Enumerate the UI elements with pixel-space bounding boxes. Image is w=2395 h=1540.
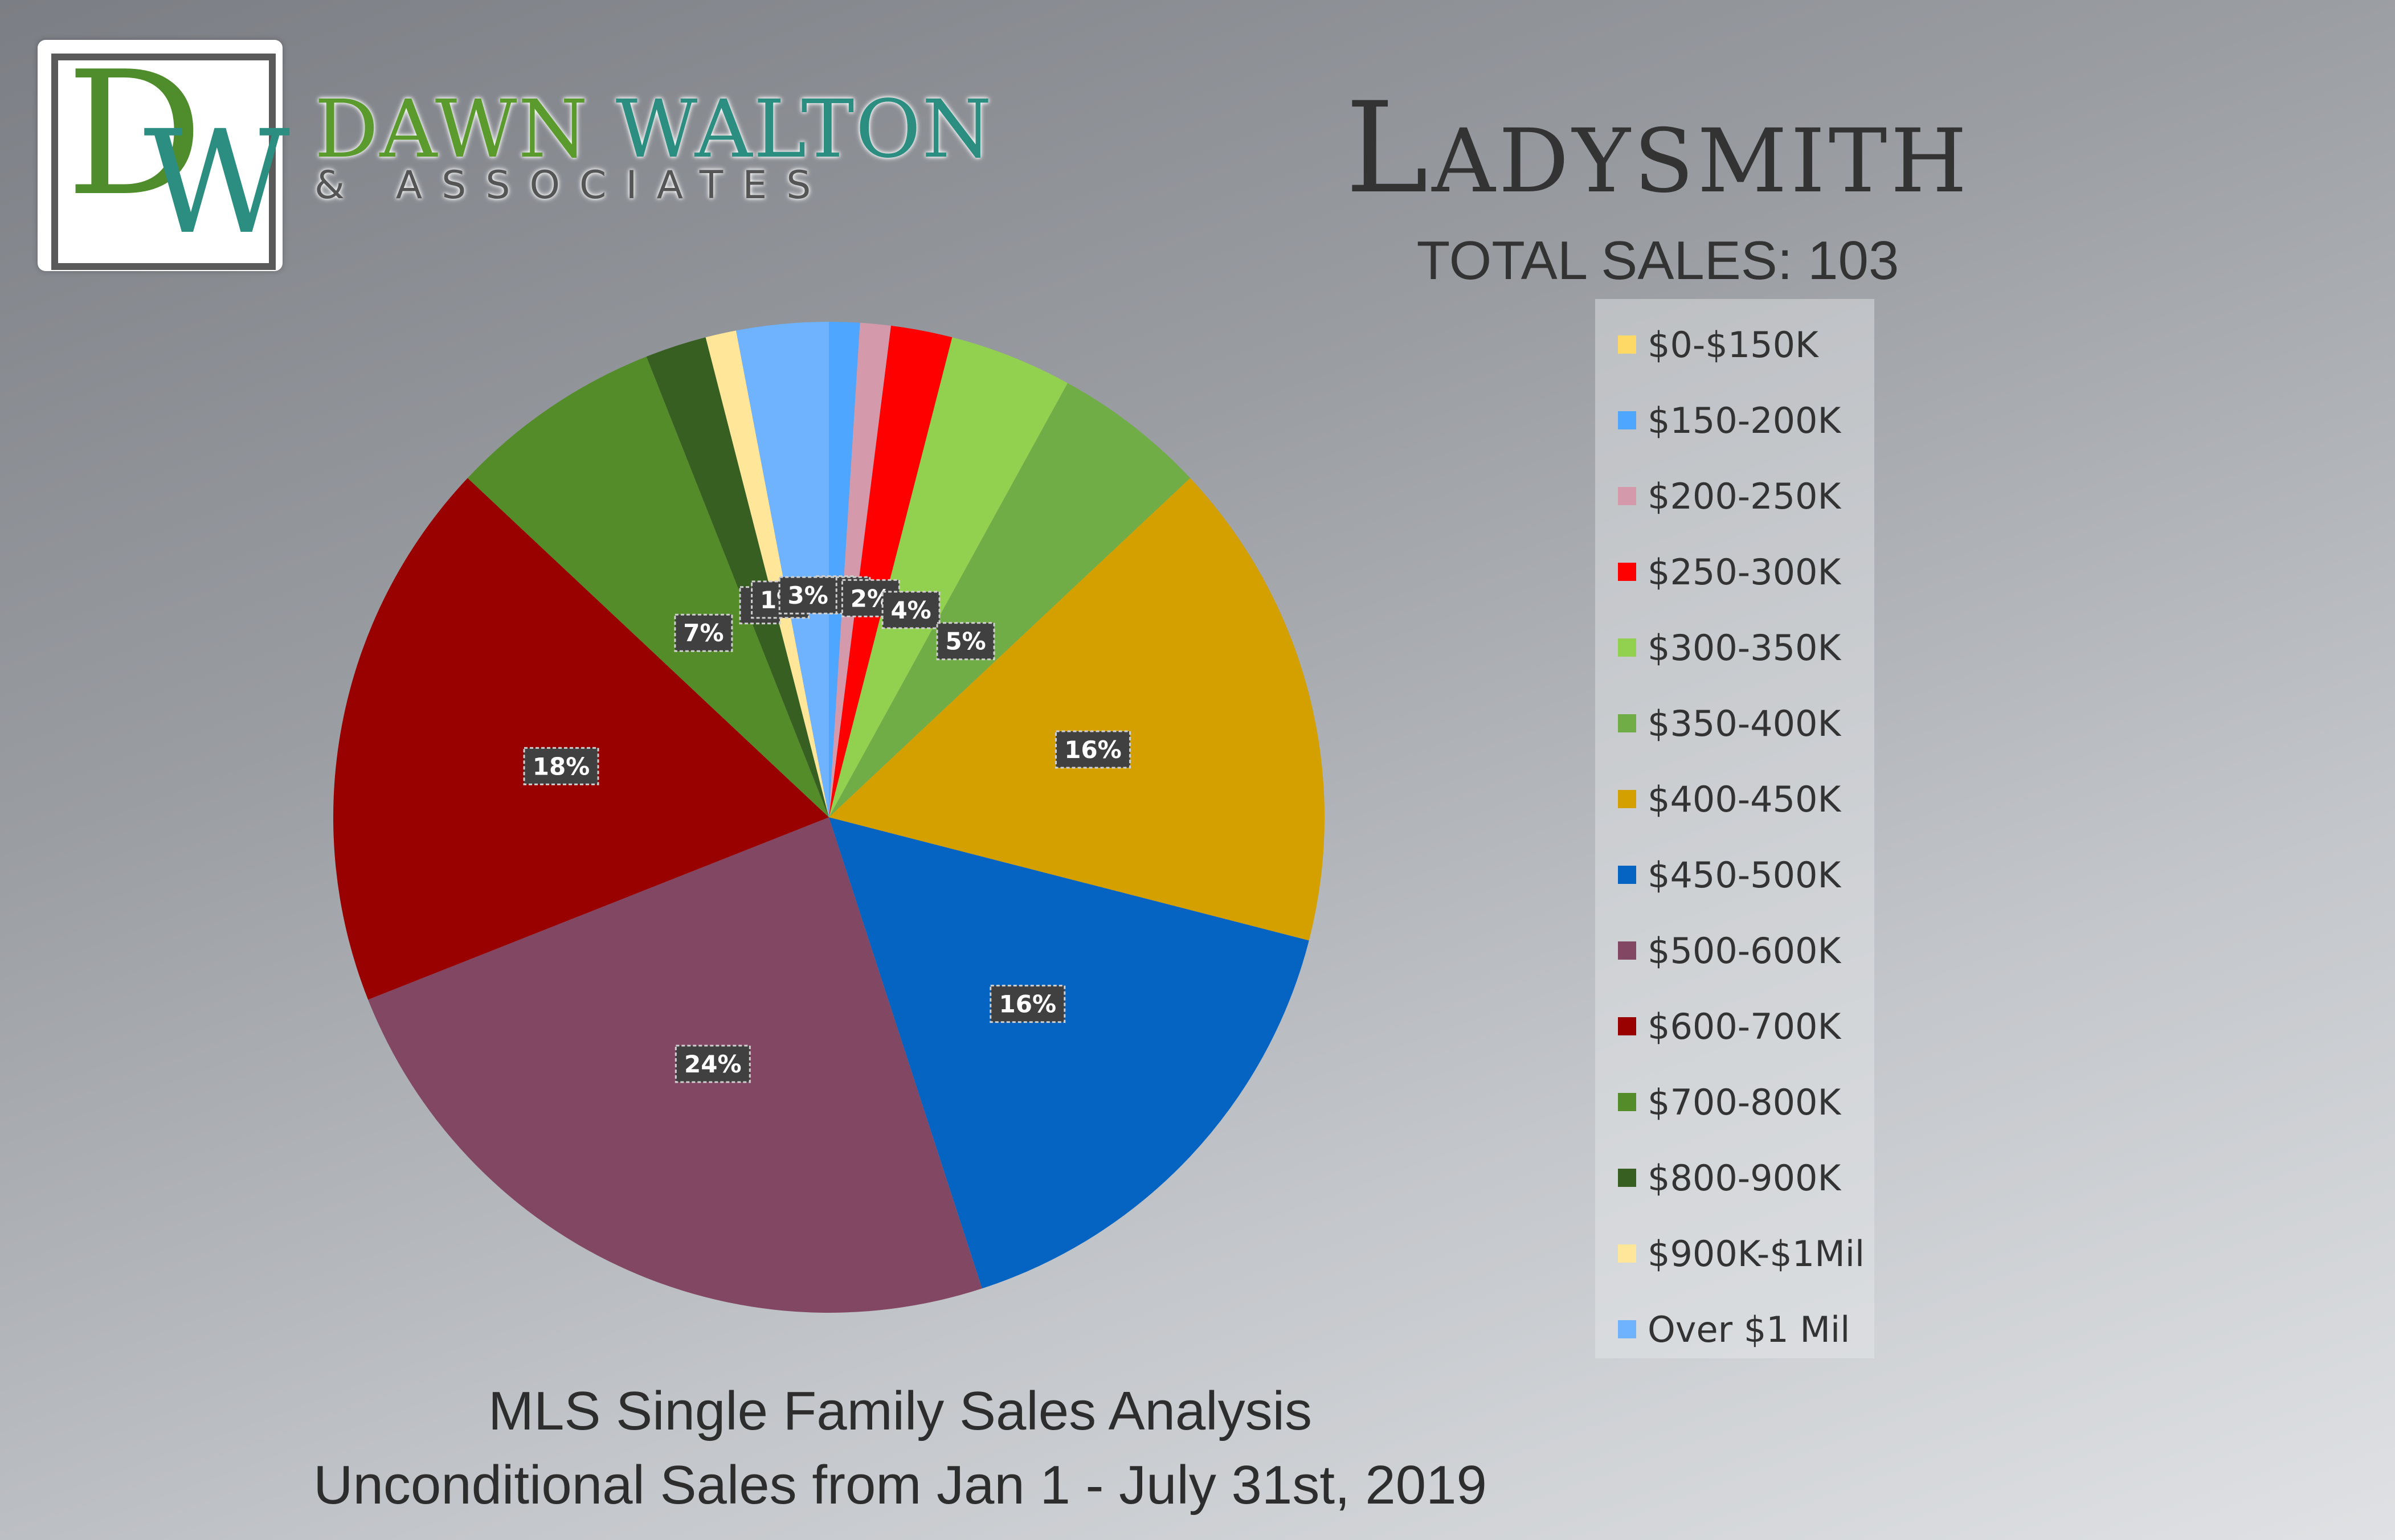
legend: $0-$150K $150-200K $200-250K $250-300K $300-… (1595, 299, 1874, 1358)
legend-swatch (1618, 866, 1636, 884)
label-box (1055, 730, 1131, 769)
legend-swatch (1618, 1320, 1636, 1338)
legend-label: $150-200K (1648, 399, 1841, 441)
legend-item: $600-700K (1618, 1004, 1841, 1049)
legend-item: $700-800K (1618, 1079, 1841, 1125)
legend-item: $900K-$1Mil (1618, 1231, 1865, 1276)
pie-slice (333, 478, 829, 1000)
legend-item: $800-900K (1618, 1155, 1841, 1201)
legend-label: $450-500K (1648, 854, 1841, 896)
legend-item: $150-200K (1618, 398, 1841, 443)
logo-letter-d: D (66, 35, 203, 234)
slice-data-label: 3% (778, 576, 837, 615)
pie-slice (467, 357, 829, 817)
legend-swatch (1618, 487, 1636, 505)
pie-slices (333, 321, 1325, 1313)
slice-data-label: 7% (674, 613, 733, 652)
slice-data-label: 16% (1055, 730, 1131, 769)
legend-swatch (1618, 714, 1636, 732)
slice-data-label: 4% (881, 591, 941, 629)
legend-swatch (1618, 941, 1636, 960)
label-box (936, 622, 995, 661)
legend-item: $0-$150K (1618, 322, 1818, 367)
legend-label: $900K-$1Mil (1648, 1232, 1865, 1275)
page-title: Ladysmith (1345, 75, 1971, 221)
label-box (881, 591, 941, 629)
label-text: 18% (533, 752, 590, 780)
legend-item: $450-500K (1618, 852, 1841, 898)
pie-slice (829, 322, 891, 817)
total-sales-subtitle: TOTAL SALES: 103 (1416, 230, 1899, 291)
label-box (778, 576, 837, 615)
pie-slice (829, 478, 1325, 941)
slice-data-label: 24% (675, 1045, 751, 1083)
label-box (523, 747, 599, 785)
legend-item: $200-250K (1618, 473, 1841, 519)
pie-slice (829, 337, 1068, 817)
logo: D W (38, 40, 290, 271)
legend-label: $600-700K (1648, 1005, 1841, 1047)
chart-footer-title: MLS Single Family Sales Analysis (488, 1381, 1312, 1441)
legend-label: $300-350K (1648, 626, 1841, 669)
label-text: 16% (1064, 736, 1122, 764)
legend-swatch (1618, 638, 1636, 657)
legend-label: $800-900K (1648, 1157, 1841, 1199)
label-text: 16% (999, 990, 1057, 1018)
label-box (675, 1045, 751, 1083)
slice-data-label: 5% (936, 622, 995, 661)
chart-footer-subtitle: Unconditional Sales from Jan 1 - July 31… (313, 1455, 1487, 1516)
legend-swatch (1618, 411, 1636, 429)
legend-item: $400-450K (1618, 776, 1841, 822)
legend-swatch (1618, 1017, 1636, 1035)
label-text: 24% (684, 1050, 742, 1078)
legend-label: $0-$150K (1648, 323, 1818, 366)
legend-swatch (1618, 335, 1636, 354)
legend-swatch (1618, 563, 1636, 581)
slice-data-label: 18% (523, 747, 599, 785)
pie-data-labels: 112%4%5%16%16%24%18%7%21%3% (523, 575, 1131, 1083)
legend-label: $200-250K (1648, 475, 1841, 517)
legend-item: $300-350K (1618, 625, 1841, 670)
legend-item: Over $1 Mil (1618, 1306, 1850, 1352)
pie-slice (705, 330, 829, 817)
legend-label: $400-450K (1648, 778, 1841, 820)
legend-item: $500-600K (1618, 928, 1841, 973)
logo-letter-w: W (144, 100, 290, 265)
brand-name: DAWN WALTON (314, 90, 993, 170)
brand-name-last: WALTON (615, 83, 993, 176)
legend-label: $250-300K (1648, 551, 1841, 593)
legend-swatch (1618, 1244, 1636, 1263)
legend-item: $350-400K (1618, 701, 1841, 746)
pie-slice (829, 383, 1191, 817)
logo-frame: D W (51, 49, 290, 270)
legend-label: $500-600K (1648, 929, 1841, 972)
label-box (990, 985, 1066, 1023)
label-text: 3% (788, 581, 828, 609)
pie-slice (736, 321, 829, 817)
pie-slice (829, 322, 860, 817)
legend-swatch (1618, 790, 1636, 808)
pie-slice (646, 337, 829, 817)
legend-swatch (1618, 1093, 1636, 1111)
legend-swatch (1618, 1169, 1636, 1187)
slice-data-label: 16% (990, 985, 1066, 1023)
brand-subtitle: & ASSOCIATES (314, 163, 831, 208)
legend-label: $350-400K (1648, 702, 1841, 744)
legend-label: Over $1 Mil (1648, 1308, 1850, 1350)
pie-slice (829, 817, 1309, 1289)
label-text: 7% (683, 619, 724, 647)
label-box (674, 613, 733, 652)
legend-label: $700-800K (1648, 1081, 1841, 1123)
label-text: 4% (890, 596, 931, 624)
pie-slice (829, 325, 953, 817)
label-text: 5% (945, 628, 986, 656)
legend-item: $250-300K (1618, 549, 1841, 595)
brand-name-first: DAWN (314, 83, 590, 176)
